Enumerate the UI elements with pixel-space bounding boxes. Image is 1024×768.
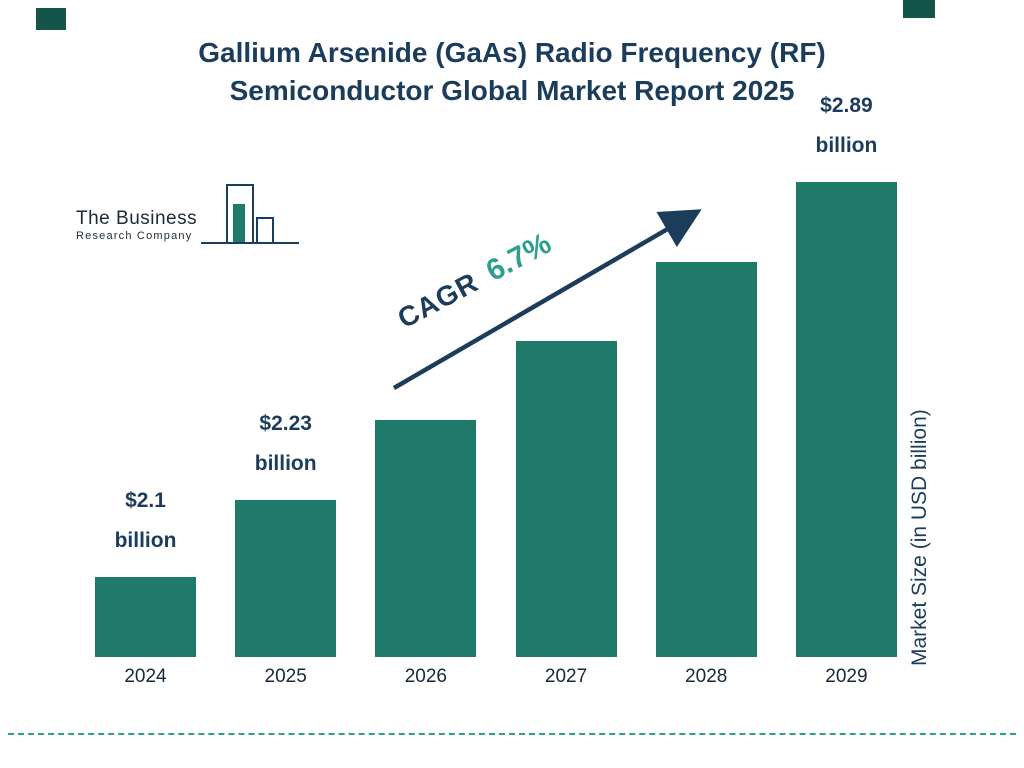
x-axis-label: 2026 [404, 666, 448, 687]
bottom-dashed-divider [8, 733, 1016, 735]
bar-column: $2.89 billion [795, 94, 897, 657]
logo-subname: Research Company [76, 230, 193, 242]
bar-value-label: $2.89 billion [815, 94, 878, 158]
bar-column: $2.23 billion [235, 182, 337, 657]
bar-column [515, 182, 617, 657]
chart-title: Gallium Arsenide (GaAs) Radio Frequency … [0, 34, 1024, 110]
bar-value-label: $2.1 billion [114, 489, 177, 553]
bar-column [375, 182, 477, 657]
x-axis-label: 2027 [544, 666, 588, 687]
logo-name: The Business [76, 208, 198, 229]
bar-column: $2.1 billion [95, 182, 196, 657]
bar-value-label: $2.23 billion [254, 412, 317, 476]
chart-title-line1: Gallium Arsenide (GaAs) Radio Frequency … [198, 37, 826, 68]
bar [95, 577, 196, 657]
x-axis-label: 2029 [825, 666, 868, 687]
x-axis-label: 2028 [685, 666, 728, 687]
corner-decoration-right [903, 0, 935, 18]
x-axis-label: 2024 [124, 666, 167, 687]
bars-area: $2.1 billion $2.23 billion $2.89 billion [95, 94, 897, 657]
company-logo-text: The Business Research Company [76, 208, 197, 248]
bar [795, 182, 897, 657]
bar [375, 420, 477, 657]
corner-decoration-left [36, 8, 66, 30]
bar [235, 500, 337, 657]
chart-title-line2: Semiconductor Global Market Report 2025 [229, 74, 795, 106]
x-axis-labels-row: 2024 2025 2026 2027 2028 2029 [95, 666, 897, 688]
company-logo: The Business Research Company [76, 182, 301, 248]
y-axis-label: Market Size (in USD billion) [908, 409, 931, 666]
bar [655, 262, 757, 657]
x-axis-label: 2025 [264, 666, 307, 687]
logo-bars-icon [201, 184, 300, 244]
bar [515, 341, 617, 657]
bar-column [655, 182, 757, 657]
